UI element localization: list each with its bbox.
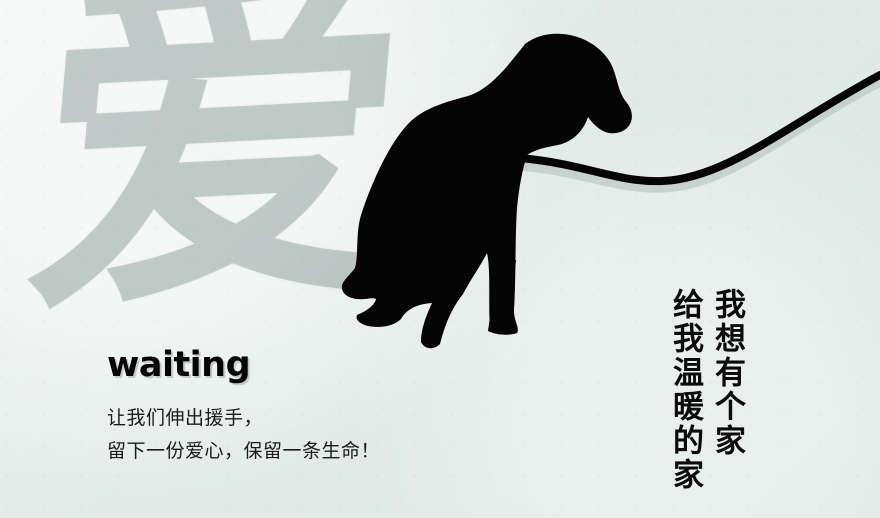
message-line: 让我们伸出援手， — [107, 407, 264, 429]
waiting-heading: waiting — [107, 345, 251, 385]
vertical-text-column-2: 给我温暖的家 — [667, 288, 703, 492]
rescue-message: 让我们伸出援手， 留下一份爱心，保留一条生命！ — [107, 402, 507, 468]
message-line: 留下一份爱心，保留一条生命！ — [107, 440, 381, 462]
dog-silhouette-icon — [341, 33, 632, 349]
vertical-text-column-1: 我想有个家 — [709, 288, 745, 458]
